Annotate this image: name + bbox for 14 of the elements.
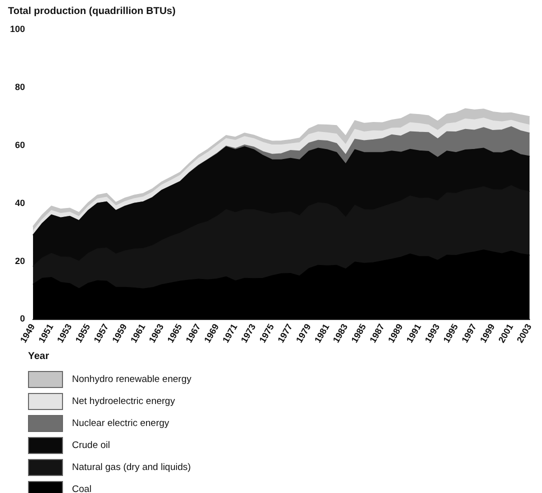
y-tick-label: 0	[20, 314, 26, 324]
y-tick-label: 80	[15, 82, 26, 92]
legend-label: Natural gas (dry and liquids)	[72, 462, 191, 472]
legend-label: Nuclear electric energy	[72, 418, 170, 428]
y-tick-label: 100	[10, 24, 26, 34]
y-axis-title: Total production (quadrillion BTUs)	[8, 6, 176, 17]
x-axis-title: Year	[28, 351, 50, 362]
legend-label: Net hydroelectric energy	[72, 396, 175, 406]
legend-label: Crude oil	[72, 440, 110, 450]
y-tick-label: 20	[15, 256, 26, 266]
y-tick-label: 40	[15, 198, 26, 208]
legend-label: Nonhydro renewable energy	[72, 374, 192, 384]
legend-label: Coal	[72, 484, 92, 493]
y-tick-label: 60	[15, 140, 26, 150]
